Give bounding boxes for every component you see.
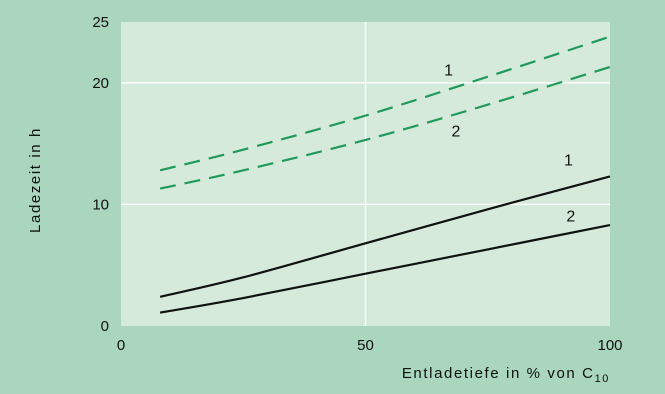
curve-label-1: 1 [444,63,453,80]
solid-series-2-line [159,223,611,314]
x-axis-label: Entladetiefe in % von C10 [402,365,610,385]
dashed-series-1-line [159,35,611,172]
solid-series-1-line [159,175,611,298]
curve-labels: 1 2 1 2 [444,63,575,226]
y-axis-label: Ladezeit in h [27,127,44,233]
x-tick-label: 0 [117,337,125,354]
curve-label-2: 2 [566,208,575,225]
tick-labels: 0 50 100 0 10 20 25 [92,14,622,354]
x-axis-label-text: Entladetiefe in % von C [402,365,595,382]
x-tick-label: 100 [597,337,622,354]
y-tick-label: 10 [92,196,109,213]
x-tick-label: 50 [357,337,374,354]
y-tick-label: 20 [92,75,109,92]
series-lines [159,35,611,314]
curve-label-1: 1 [564,152,573,169]
gridlines [121,22,610,326]
x-axis-label-subscript: 10 [595,373,610,385]
y-tick-label: 25 [92,14,109,31]
y-tick-label: 0 [101,318,109,335]
curve-label-2: 2 [452,123,461,140]
dashed-series-2-line [159,65,611,190]
